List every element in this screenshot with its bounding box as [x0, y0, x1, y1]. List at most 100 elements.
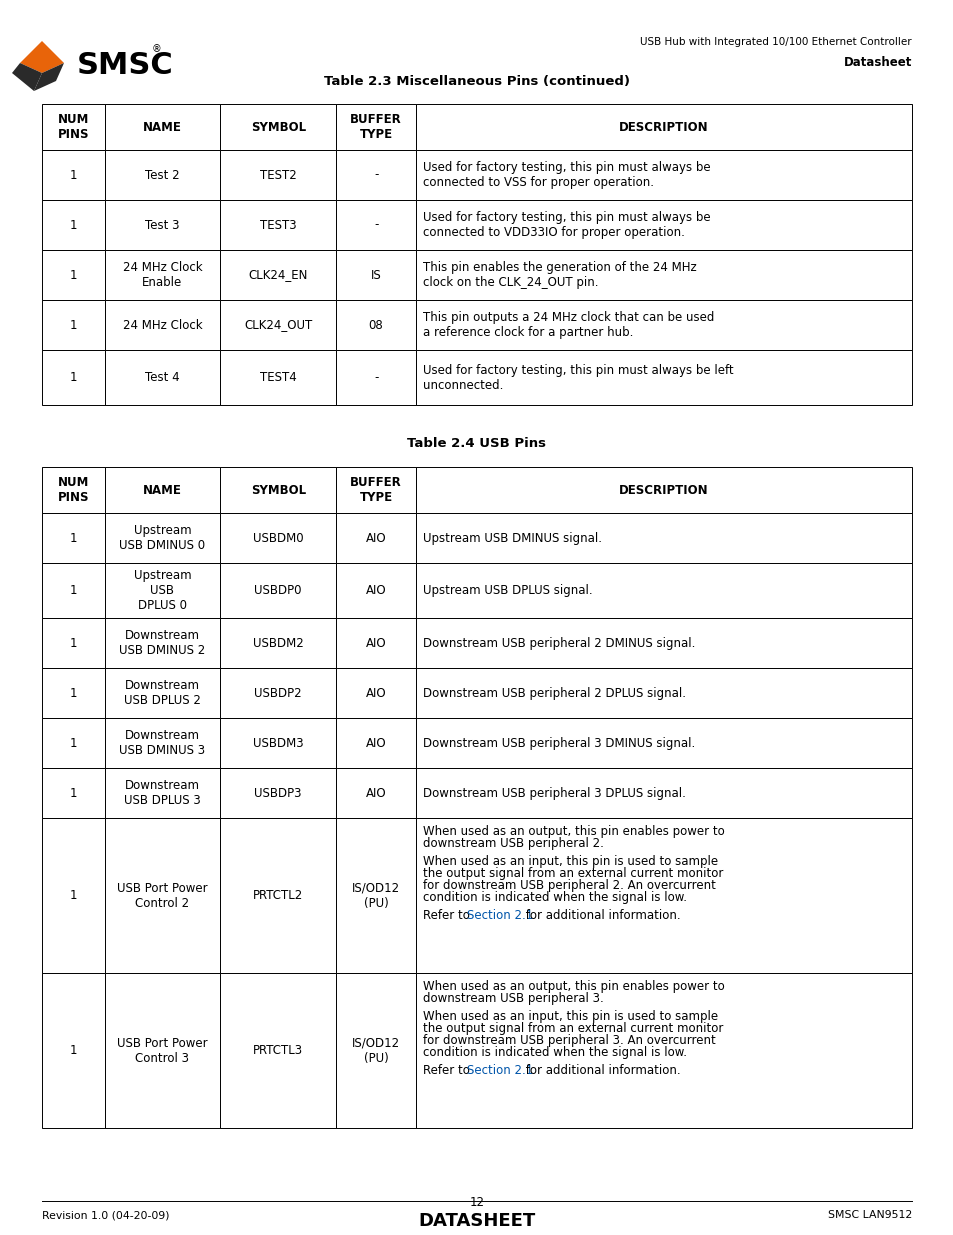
- Text: SMSC LAN9512: SMSC LAN9512: [827, 1210, 911, 1220]
- Text: AIO: AIO: [365, 687, 386, 699]
- Text: Downstream
USB DPLUS 2: Downstream USB DPLUS 2: [124, 679, 201, 706]
- Text: DESCRIPTION: DESCRIPTION: [618, 483, 708, 496]
- Bar: [335, 668, 416, 718]
- Text: Used for factory testing, this pin must always be
connected to VDD33IO for prope: Used for factory testing, this pin must …: [423, 211, 710, 240]
- Text: USBDM3: USBDM3: [253, 736, 303, 750]
- Text: 1: 1: [70, 219, 77, 231]
- Bar: [416, 104, 911, 149]
- Text: DESCRIPTION: DESCRIPTION: [618, 121, 708, 133]
- Bar: [335, 149, 416, 200]
- Text: USBDM2: USBDM2: [253, 636, 303, 650]
- Bar: [105, 718, 220, 768]
- Text: condition is indicated when the signal is low.: condition is indicated when the signal i…: [423, 1046, 686, 1058]
- Text: 12: 12: [469, 1197, 484, 1209]
- Bar: [335, 350, 416, 405]
- Bar: [220, 818, 335, 973]
- Text: USBDP3: USBDP3: [254, 787, 302, 799]
- Bar: [220, 104, 335, 149]
- Bar: [105, 249, 220, 300]
- Text: When used as an input, this pin is used to sample: When used as an input, this pin is used …: [423, 1010, 718, 1023]
- Bar: [416, 467, 911, 513]
- Text: NAME: NAME: [143, 483, 182, 496]
- Bar: [335, 563, 416, 618]
- Bar: [335, 200, 416, 249]
- Text: for downstream USB peripheral 2. An overcurrent: for downstream USB peripheral 2. An over…: [423, 878, 715, 892]
- Bar: [105, 104, 220, 149]
- Text: Section 2.1: Section 2.1: [467, 909, 533, 921]
- Text: AIO: AIO: [365, 531, 386, 545]
- Text: This pin enables the generation of the 24 MHz
clock on the CLK_24_OUT pin.: This pin enables the generation of the 2…: [423, 261, 696, 289]
- Text: IS/OD12
(PU): IS/OD12 (PU): [352, 1036, 399, 1065]
- Text: Downstream USB peripheral 2 DPLUS signal.: Downstream USB peripheral 2 DPLUS signal…: [423, 687, 685, 699]
- Bar: [220, 563, 335, 618]
- Text: 1: 1: [70, 1044, 77, 1057]
- Bar: [105, 668, 220, 718]
- Text: USBDP2: USBDP2: [254, 687, 302, 699]
- Text: 24 MHz Clock: 24 MHz Clock: [123, 319, 202, 331]
- Bar: [105, 149, 220, 200]
- Bar: [42, 350, 105, 405]
- Bar: [42, 668, 105, 718]
- Bar: [335, 768, 416, 818]
- Text: Downstream
USB DMINUS 3: Downstream USB DMINUS 3: [119, 729, 205, 757]
- Text: TEST2: TEST2: [259, 168, 296, 182]
- Text: the output signal from an external current monitor: the output signal from an external curre…: [423, 867, 722, 879]
- Text: Downstream USB peripheral 2 DMINUS signal.: Downstream USB peripheral 2 DMINUS signa…: [423, 636, 695, 650]
- Text: TEST3: TEST3: [259, 219, 296, 231]
- Text: Downstream
USB DPLUS 3: Downstream USB DPLUS 3: [124, 779, 201, 806]
- Bar: [220, 300, 335, 350]
- Text: ®: ®: [152, 44, 162, 54]
- Text: Upstream
USB DMINUS 0: Upstream USB DMINUS 0: [119, 524, 205, 552]
- Text: PRTCTL2: PRTCTL2: [253, 889, 303, 902]
- Bar: [42, 149, 105, 200]
- Text: Used for factory testing, this pin must always be left
unconnected.: Used for factory testing, this pin must …: [423, 363, 733, 391]
- Bar: [220, 718, 335, 768]
- Text: IS/OD12
(PU): IS/OD12 (PU): [352, 882, 399, 909]
- Bar: [335, 973, 416, 1128]
- Bar: [416, 618, 911, 668]
- Bar: [416, 249, 911, 300]
- Text: Refer to: Refer to: [423, 909, 474, 921]
- Text: USB Hub with Integrated 10/100 Ethernet Controller: USB Hub with Integrated 10/100 Ethernet …: [639, 37, 911, 47]
- Text: 1: 1: [70, 687, 77, 699]
- Text: 1: 1: [70, 584, 77, 597]
- Text: NAME: NAME: [143, 121, 182, 133]
- Text: NUM
PINS: NUM PINS: [57, 112, 89, 141]
- Bar: [105, 618, 220, 668]
- Bar: [335, 467, 416, 513]
- Bar: [42, 467, 105, 513]
- Bar: [42, 618, 105, 668]
- Bar: [335, 718, 416, 768]
- Bar: [42, 973, 105, 1128]
- Text: USB Port Power
Control 3: USB Port Power Control 3: [117, 1036, 208, 1065]
- Text: 1: 1: [70, 168, 77, 182]
- Polygon shape: [34, 63, 64, 91]
- Bar: [416, 563, 911, 618]
- Text: USBDP0: USBDP0: [254, 584, 302, 597]
- Bar: [105, 467, 220, 513]
- Bar: [220, 668, 335, 718]
- Text: Refer to: Refer to: [423, 1063, 474, 1077]
- Text: Downstream
USB DMINUS 2: Downstream USB DMINUS 2: [119, 629, 206, 657]
- Text: AIO: AIO: [365, 787, 386, 799]
- Text: When used as an output, this pin enables power to: When used as an output, this pin enables…: [423, 981, 724, 993]
- Text: Revision 1.0 (04-20-09): Revision 1.0 (04-20-09): [42, 1210, 170, 1220]
- Text: SYMBOL: SYMBOL: [251, 483, 306, 496]
- Text: 1: 1: [70, 319, 77, 331]
- Bar: [105, 300, 220, 350]
- Text: IS: IS: [371, 268, 381, 282]
- Text: 1: 1: [70, 736, 77, 750]
- Text: 1: 1: [70, 531, 77, 545]
- Bar: [105, 563, 220, 618]
- Text: -: -: [374, 219, 378, 231]
- Bar: [105, 200, 220, 249]
- Text: AIO: AIO: [365, 636, 386, 650]
- Text: This pin outputs a 24 MHz clock that can be used
a reference clock for a partner: This pin outputs a 24 MHz clock that can…: [423, 311, 714, 338]
- Bar: [42, 563, 105, 618]
- Text: Used for factory testing, this pin must always be
connected to VSS for proper op: Used for factory testing, this pin must …: [423, 161, 710, 189]
- Text: Datasheet: Datasheet: [842, 57, 911, 69]
- Text: BUFFER
TYPE: BUFFER TYPE: [350, 475, 401, 504]
- Bar: [416, 973, 911, 1128]
- Text: 1: 1: [70, 636, 77, 650]
- Bar: [220, 467, 335, 513]
